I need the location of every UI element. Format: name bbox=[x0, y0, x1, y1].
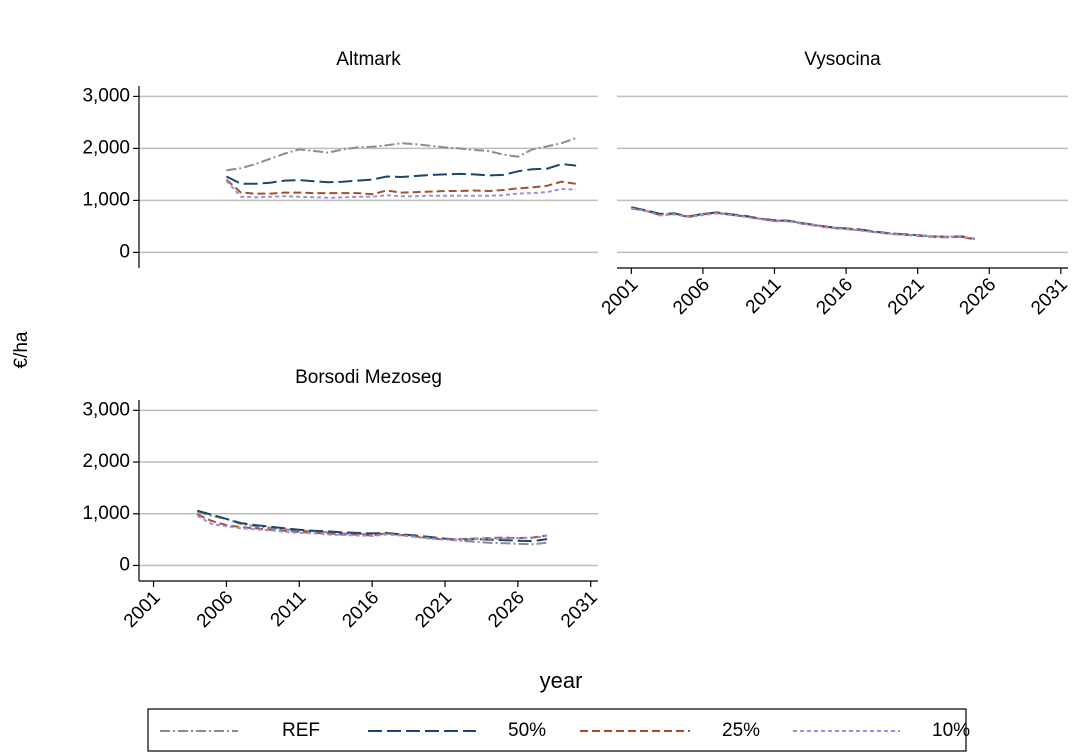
panel-title: Borsodi Mezoseg bbox=[295, 367, 442, 388]
series-line bbox=[196, 514, 548, 541]
series-line bbox=[225, 179, 577, 199]
y-tick-label: 1,000 bbox=[82, 503, 130, 524]
y-tick-label: 1,000 bbox=[82, 189, 130, 210]
x-tick-label: 2026 bbox=[484, 587, 529, 632]
y-tick-label: 2,000 bbox=[82, 137, 130, 158]
series-line bbox=[226, 137, 577, 172]
y-tick-label: 3,000 bbox=[82, 399, 130, 420]
x-tick-label: 2011 bbox=[267, 587, 311, 631]
legend-label: 25% bbox=[722, 720, 760, 741]
legend-label: REF bbox=[282, 720, 320, 741]
x-tick-label: 2011 bbox=[742, 274, 786, 318]
x-tick-label: 2001 bbox=[120, 587, 165, 632]
x-tick-label: 2016 bbox=[338, 587, 383, 632]
legend-box bbox=[147, 708, 967, 752]
x-tick-label: 2006 bbox=[669, 274, 714, 319]
series-line bbox=[197, 510, 548, 546]
x-tick-label: 2031 bbox=[1027, 274, 1072, 319]
x-tick-label: 2001 bbox=[598, 274, 643, 319]
x-tick-label: 2021 bbox=[411, 587, 456, 632]
panel-title: Altmark bbox=[336, 49, 401, 70]
x-tick-label: 2026 bbox=[956, 274, 1001, 319]
y-axis-label: €/ha bbox=[11, 331, 32, 368]
y-tick-label: 0 bbox=[119, 555, 130, 576]
series-line bbox=[225, 162, 577, 185]
y-tick-label: 2,000 bbox=[82, 451, 130, 472]
x-tick-label: 2006 bbox=[193, 587, 238, 632]
x-tick-label: 2021 bbox=[884, 274, 929, 319]
x-tick-label: 2016 bbox=[812, 274, 857, 319]
legend-label: 50% bbox=[508, 720, 546, 741]
series-line bbox=[631, 207, 976, 240]
series-line bbox=[225, 178, 577, 196]
x-tick-label: 2031 bbox=[557, 587, 602, 632]
panel-title: Vysocina bbox=[804, 49, 881, 70]
y-tick-label: 0 bbox=[119, 241, 130, 262]
legend-label: 10% bbox=[932, 720, 970, 741]
y-tick-label: 3,000 bbox=[82, 85, 130, 106]
x-axis-label: year bbox=[540, 668, 583, 693]
